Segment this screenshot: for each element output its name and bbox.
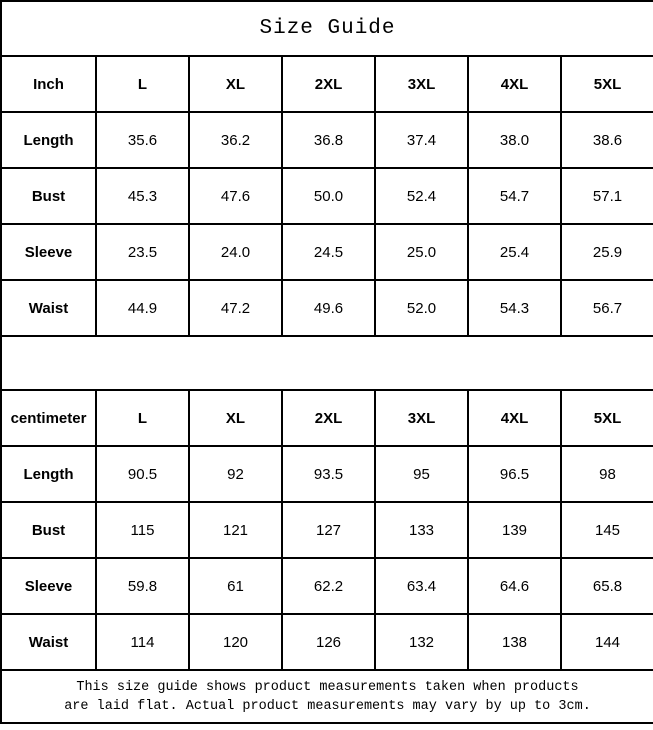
size-value: 35.6 <box>95 111 190 169</box>
size-value: 127 <box>281 501 376 559</box>
size-value: 145 <box>560 501 653 559</box>
table-row: Waist 44.9 47.2 49.6 52.0 54.3 56.7 <box>0 279 653 337</box>
size-value: 93.5 <box>281 445 376 503</box>
size-value: 54.7 <box>467 167 562 225</box>
size-value: 98 <box>560 445 653 503</box>
row-label: Bust <box>0 501 97 559</box>
size-value: 50.0 <box>281 167 376 225</box>
column-header-size: 2XL <box>281 55 376 113</box>
column-header-unit: Inch <box>0 55 97 113</box>
table-row: Waist 114 120 126 132 138 144 <box>0 613 653 671</box>
column-header-size: 3XL <box>374 389 469 447</box>
table-row: Length 90.5 92 93.5 95 96.5 98 <box>0 445 653 503</box>
footer-row: This size guide shows product measuremen… <box>0 669 653 724</box>
row-label: Sleeve <box>0 223 97 281</box>
table-row: Bust 45.3 47.6 50.0 52.4 54.7 57.1 <box>0 167 653 225</box>
size-value: 52.0 <box>374 279 469 337</box>
size-value: 90.5 <box>95 445 190 503</box>
size-value: 121 <box>188 501 283 559</box>
size-value: 95 <box>374 445 469 503</box>
size-value: 139 <box>467 501 562 559</box>
title-row: Size Guide <box>0 0 653 57</box>
row-label: Length <box>0 111 97 169</box>
size-value: 64.6 <box>467 557 562 615</box>
size-value: 126 <box>281 613 376 671</box>
row-label: Length <box>0 445 97 503</box>
row-label: Waist <box>0 279 97 337</box>
size-value: 133 <box>374 501 469 559</box>
column-header-unit: centimeter <box>0 389 97 447</box>
size-value: 57.1 <box>560 167 653 225</box>
size-value: 25.0 <box>374 223 469 281</box>
size-value: 38.0 <box>467 111 562 169</box>
column-header-size: L <box>95 389 190 447</box>
column-header-size: XL <box>188 55 283 113</box>
page-title: Size Guide <box>0 0 653 57</box>
size-value: 59.8 <box>95 557 190 615</box>
row-label: Bust <box>0 167 97 225</box>
size-value: 37.4 <box>374 111 469 169</box>
size-value: 49.6 <box>281 279 376 337</box>
centimeter-header-row: centimeter L XL 2XL 3XL 4XL 5XL <box>0 389 653 447</box>
size-value: 138 <box>467 613 562 671</box>
table-row: Sleeve 59.8 61 62.2 63.4 64.6 65.8 <box>0 557 653 615</box>
size-value: 144 <box>560 613 653 671</box>
column-header-size: 5XL <box>560 389 653 447</box>
size-value: 24.0 <box>188 223 283 281</box>
spacer-cell <box>0 335 653 391</box>
size-value: 23.5 <box>95 223 190 281</box>
footer-note-line1: This size guide shows product measuremen… <box>76 679 579 695</box>
size-value: 24.5 <box>281 223 376 281</box>
size-value: 47.6 <box>188 167 283 225</box>
size-value: 65.8 <box>560 557 653 615</box>
column-header-size: 5XL <box>560 55 653 113</box>
size-value: 62.2 <box>281 557 376 615</box>
size-value: 38.6 <box>560 111 653 169</box>
table-row: Length 35.6 36.2 36.8 37.4 38.0 38.6 <box>0 111 653 169</box>
size-value: 96.5 <box>467 445 562 503</box>
size-value: 63.4 <box>374 557 469 615</box>
column-header-size: XL <box>188 389 283 447</box>
size-value: 36.8 <box>281 111 376 169</box>
size-value: 92 <box>188 445 283 503</box>
size-value: 25.4 <box>467 223 562 281</box>
size-value: 36.2 <box>188 111 283 169</box>
size-value: 25.9 <box>560 223 653 281</box>
size-value: 45.3 <box>95 167 190 225</box>
column-header-size: L <box>95 55 190 113</box>
size-value: 47.2 <box>188 279 283 337</box>
size-value: 52.4 <box>374 167 469 225</box>
spacer-row <box>0 335 653 391</box>
column-header-size: 4XL <box>467 389 562 447</box>
size-value: 132 <box>374 613 469 671</box>
table-row: Bust 115 121 127 133 139 145 <box>0 501 653 559</box>
row-label: Sleeve <box>0 557 97 615</box>
row-label: Waist <box>0 613 97 671</box>
size-value: 115 <box>95 501 190 559</box>
column-header-size: 3XL <box>374 55 469 113</box>
size-value: 56.7 <box>560 279 653 337</box>
column-header-size: 4XL <box>467 55 562 113</box>
size-value: 120 <box>188 613 283 671</box>
footer-note: This size guide shows product measuremen… <box>0 669 653 724</box>
size-value: 61 <box>188 557 283 615</box>
column-header-size: 2XL <box>281 389 376 447</box>
size-value: 114 <box>95 613 190 671</box>
size-value: 54.3 <box>467 279 562 337</box>
size-value: 44.9 <box>95 279 190 337</box>
inch-header-row: Inch L XL 2XL 3XL 4XL 5XL <box>0 55 653 113</box>
table-row: Sleeve 23.5 24.0 24.5 25.0 25.4 25.9 <box>0 223 653 281</box>
footer-note-line2: are laid flat. Actual product measuremen… <box>64 698 591 714</box>
